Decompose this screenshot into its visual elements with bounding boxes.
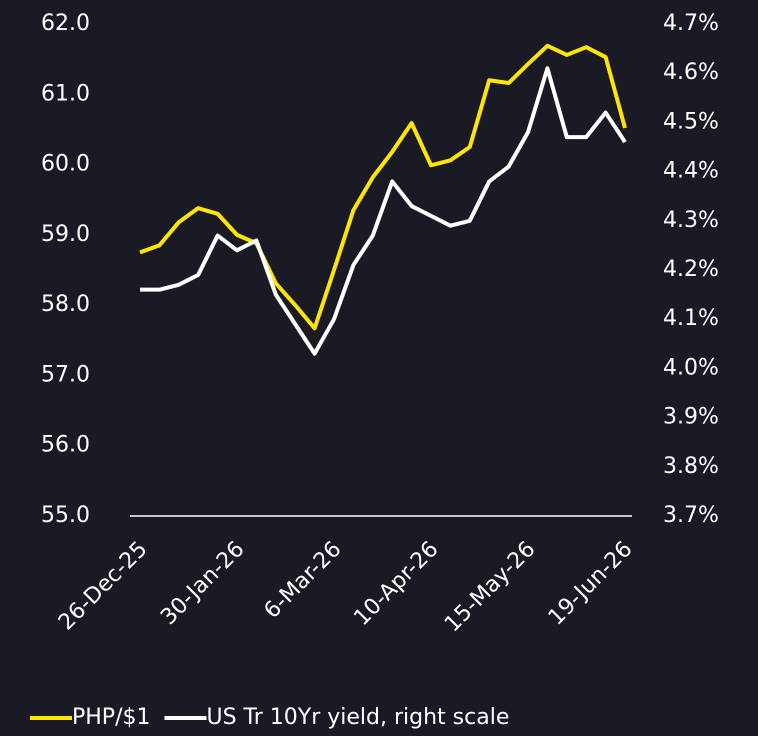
legend-label: US Tr 10Yr yield, right scale [206, 705, 509, 730]
y2-tick-label: 4.0% [663, 355, 719, 380]
x-tick-label: 26-Dec-25 [54, 537, 153, 636]
line-series [140, 66, 627, 356]
y2-tick-label: 4.3% [663, 208, 719, 233]
y-tick-label: 61.0 [41, 81, 90, 106]
x-tick-label: 19-Jun-26 [544, 537, 638, 631]
line-series [139, 43, 627, 331]
y2-tick-label: 3.8% [663, 454, 719, 479]
x-tick-label: 30-Jan-26 [156, 537, 249, 630]
x-tick-label: 6-Mar-26 [260, 537, 347, 624]
y-tick-label: 62.0 [41, 11, 90, 36]
x-tick-label: 10-Apr-26 [349, 537, 443, 631]
y2-tick-label: 3.7% [663, 503, 719, 528]
y2-tick-label: 4.1% [663, 306, 719, 331]
y-tick-label: 56.0 [41, 433, 90, 458]
y-tick-label: 58.0 [41, 292, 90, 317]
y2-tick-label: 4.7% [663, 11, 719, 36]
y2-tick-label: 3.9% [663, 405, 719, 430]
y2-tick-label: 4.6% [663, 60, 719, 85]
x-tick-label: 15-May-26 [440, 537, 540, 637]
y-tick-label: 59.0 [41, 222, 90, 247]
y-tick-label: 57.0 [41, 362, 90, 387]
y2-tick-label: 4.4% [663, 159, 719, 184]
y-tick-label: 60.0 [41, 152, 90, 177]
y2-tick-label: 4.5% [663, 109, 719, 134]
y-tick-label: 55.0 [41, 503, 90, 528]
legend-label: PHP/$1 [72, 705, 150, 730]
y2-tick-label: 4.2% [663, 257, 719, 282]
